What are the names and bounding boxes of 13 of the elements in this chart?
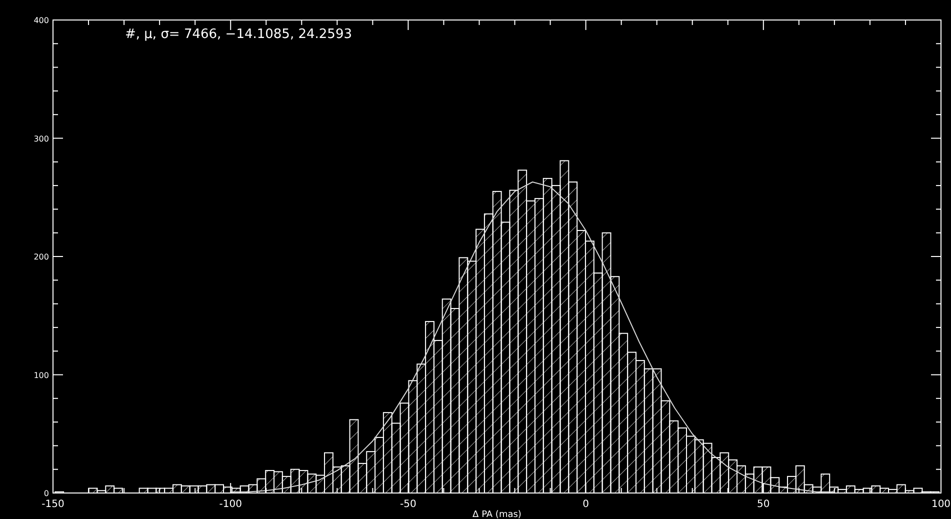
x-tick-label: 50 [757,499,770,510]
annotation: #, μ, σ= 7466, −14.1085, 24.2593 [125,27,352,42]
x-tick-label: -50 [400,499,416,510]
y-tick-label: 0 [44,489,49,498]
x-axis-title: Δ PA (mas) [472,510,522,519]
y-tick-label: 200 [34,252,49,262]
x-tick-label: -150 [42,499,64,510]
x-tick-label: -100 [219,499,242,510]
x-tick-label: 100 [931,499,951,510]
y-tick-label: 300 [34,134,49,144]
x-tick-label: 0 [582,499,589,510]
y-tick-label: 400 [34,16,49,25]
y-tick-label: 100 [34,370,49,380]
